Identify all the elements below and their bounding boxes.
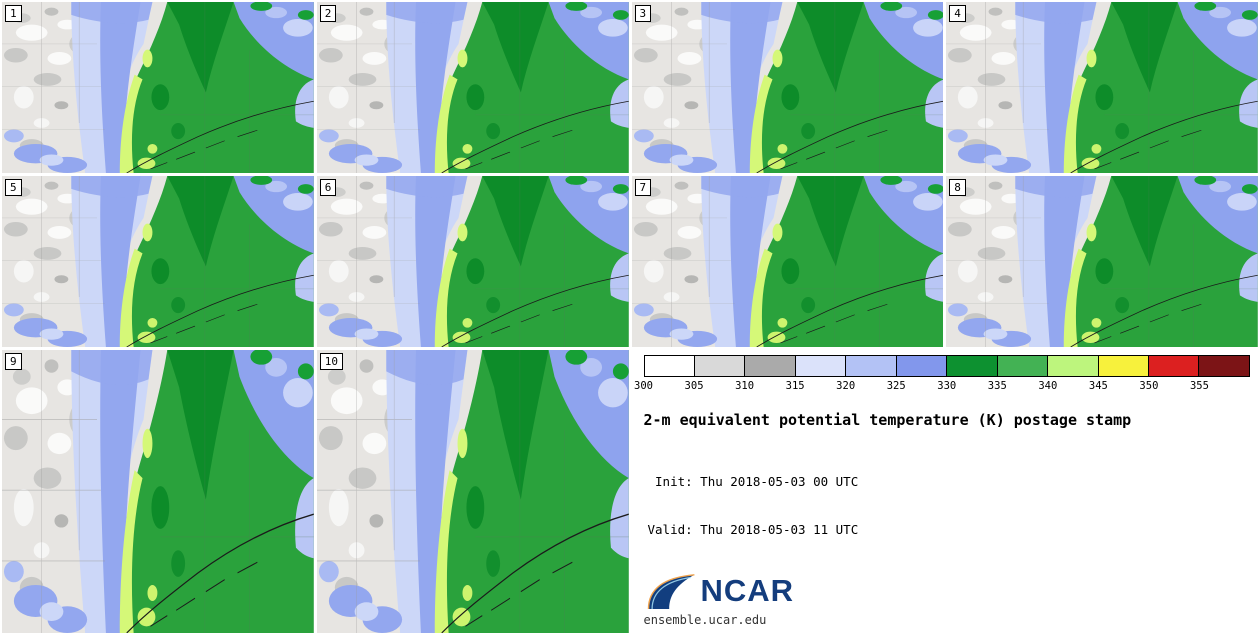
colorbar-segment <box>1098 356 1150 376</box>
colorbar-tick: 325 <box>886 380 906 392</box>
panel-number-badge: 2 <box>319 5 337 22</box>
colorbar-tick: 315 <box>785 380 805 392</box>
ensemble-panel-6: 6 <box>316 176 629 347</box>
colorbar-segment <box>644 356 695 376</box>
legend-area: 300 305 310 315 320 325 330 335 340 345 … <box>631 350 1258 633</box>
panel-number-badge: 5 <box>5 179 22 196</box>
colorbar-segment <box>694 356 746 376</box>
panel-number-badge: 8 <box>949 179 966 196</box>
colorbar-tick: 335 <box>987 380 1007 392</box>
branding: NCAR ensemble.ucar.edu <box>644 571 1251 627</box>
site-url: ensemble.ucar.edu <box>643 613 767 627</box>
ensemble-panel-8: 8 <box>946 176 1258 347</box>
colorbar-segment <box>1048 356 1099 376</box>
valid-time: Valid: Thu 2018-05-03 11 UTC <box>647 522 859 538</box>
colorbar-segment <box>997 356 1049 376</box>
weather-map <box>2 2 314 173</box>
weather-map <box>631 2 944 173</box>
colorbar-segment <box>795 356 847 376</box>
colorbar-tick: 350 <box>1139 380 1159 392</box>
weather-map <box>316 2 629 173</box>
weather-map <box>316 350 629 633</box>
panel-number-badge: 10 <box>319 353 343 370</box>
colorbar-tick: 330 <box>937 380 957 392</box>
panel-number-badge: 4 <box>949 5 966 22</box>
ensemble-panel-7: 7 <box>631 176 944 347</box>
colorbar-segment <box>1149 356 1200 376</box>
colorbar-tick: 310 <box>735 380 755 392</box>
ensemble-panel-1: 1 <box>2 2 314 173</box>
colorbar-tick: 355 <box>1189 380 1209 392</box>
colorbar-segment <box>745 356 796 376</box>
colorbar-tick: 305 <box>684 380 704 392</box>
weather-map <box>946 2 1258 173</box>
ensemble-panel-2: 2 <box>316 2 629 173</box>
colorbar-segment <box>947 356 998 376</box>
colorbar-tick: 345 <box>1088 380 1108 392</box>
ensemble-panel-4: 4 <box>946 2 1258 173</box>
product-title: 2-m equivalent potential temperature (K)… <box>643 411 1132 429</box>
colorbar-segment <box>846 356 897 376</box>
panel-number-badge: 1 <box>5 5 22 22</box>
weather-map <box>631 176 944 347</box>
colorbar-tick: 340 <box>1038 380 1058 392</box>
panel-number-badge: 3 <box>634 5 652 22</box>
colorbar-tick: 320 <box>836 380 856 392</box>
weather-map <box>946 176 1258 347</box>
colorbar-tick: 300 <box>634 380 653 392</box>
colorbar-segment <box>1199 356 1249 376</box>
colorbar-segment <box>896 356 948 376</box>
init-time: Init: Thu 2018-05-03 00 UTC <box>647 473 859 489</box>
ncar-logo-text: NCAR <box>700 573 795 608</box>
ensemble-panel-9: 9 <box>2 350 314 633</box>
ensemble-panel-10: 10 <box>316 350 629 633</box>
ensemble-panel-3: 3 <box>631 2 944 173</box>
panel-number-badge: 7 <box>634 179 652 196</box>
ensemble-panel-5: 5 <box>2 176 314 347</box>
weather-map <box>316 176 629 347</box>
colorbar-ticks: 300 305 310 315 320 325 330 335 340 345 … <box>634 380 1251 395</box>
panel-number-badge: 9 <box>5 353 22 370</box>
weather-map <box>2 176 314 347</box>
colorbar <box>643 355 1250 377</box>
weather-map <box>2 350 314 633</box>
ncar-logo-icon <box>647 574 694 610</box>
panel-number-badge: 6 <box>319 179 337 196</box>
